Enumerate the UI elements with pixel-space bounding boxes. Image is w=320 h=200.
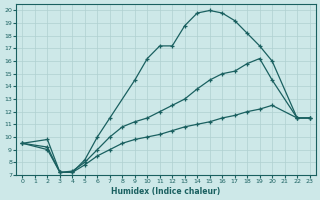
X-axis label: Humidex (Indice chaleur): Humidex (Indice chaleur) (111, 187, 221, 196)
